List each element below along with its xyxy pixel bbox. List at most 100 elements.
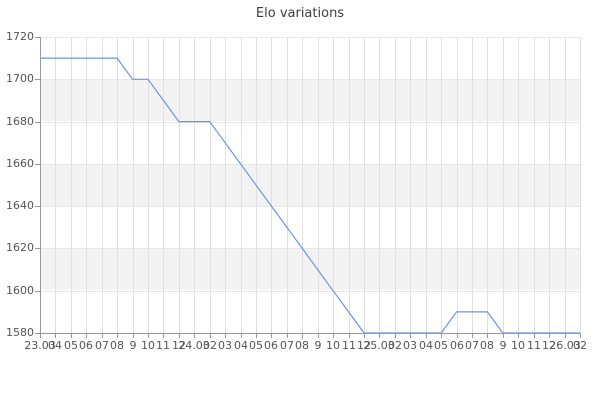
x-tick-mark [333,334,334,338]
gridline-vertical [364,37,365,333]
x-tick-mark [565,334,566,338]
x-tick-label: 04 [234,339,248,352]
x-tick-mark [55,334,56,338]
gridline-vertical [133,37,134,333]
y-axis-line [40,37,41,333]
y-tick-label: 1620 [6,241,34,254]
x-tick-mark [472,334,473,338]
x-tick-label: 03 [403,339,417,352]
y-tick-label: 1700 [6,72,34,85]
x-tick-label: 06 [450,339,464,352]
gridline-vertical [102,37,103,333]
x-tick-mark [133,334,134,338]
gridline-vertical [163,37,164,333]
shaded-band [40,164,581,206]
x-tick-label: 12 [357,339,371,352]
x-tick-mark [410,334,411,338]
gridline-vertical [86,37,87,333]
gridline-vertical [302,37,303,333]
gridline-vertical [441,37,442,333]
x-tick-label: 02 [573,339,587,352]
gridline-vertical [225,37,226,333]
x-tick-label: 08 [295,339,309,352]
x-tick-label: 05 [249,339,263,352]
x-tick-label: 11 [156,339,170,352]
x-tick-mark [179,334,180,338]
gridline-vertical [55,37,56,333]
x-tick-mark [549,334,550,338]
gridline-vertical [580,37,581,333]
y-tick-mark [35,291,40,292]
x-tick-label: 9 [314,339,322,352]
x-tick-mark [271,334,272,338]
x-tick-label: 05 [64,339,78,352]
y-tick-mark [35,333,40,334]
x-tick-label: 04 [419,339,433,352]
y-tick-mark [35,79,40,80]
y-tick-label: 1680 [6,115,34,128]
plot-area [40,37,581,334]
x-tick-label: 02 [203,339,217,352]
gridline-vertical [426,37,427,333]
x-tick-label: 03 [218,339,232,352]
x-tick-mark [534,334,535,338]
gridline-horizontal [40,248,581,249]
gridline-vertical [271,37,272,333]
gridline-vertical [333,37,334,333]
y-tick-mark [35,37,40,38]
x-tick-label: 04 [48,339,62,352]
gridline-vertical [487,37,488,333]
gridline-vertical [395,37,396,333]
x-tick-label: 07 [95,339,109,352]
gridline-vertical [549,37,550,333]
gridline-vertical [410,37,411,333]
x-tick-label: 06 [264,339,278,352]
x-tick-mark [379,334,380,338]
gridline-horizontal [40,291,581,292]
x-tick-mark [210,334,211,338]
gridline-vertical [287,37,288,333]
x-tick-label: 05 [434,339,448,352]
gridline-vertical [71,37,72,333]
y-tick-mark [35,164,40,165]
x-tick-mark [40,334,41,338]
x-tick-mark [148,334,149,338]
x-tick-mark [86,334,87,338]
x-tick-label: 08 [110,339,124,352]
x-tick-label: 11 [342,339,356,352]
x-tick-mark [287,334,288,338]
gridline-vertical [148,37,149,333]
shaded-band [40,79,581,121]
x-tick-label: 08 [480,339,494,352]
y-tick-mark [35,248,40,249]
shaded-band [40,248,581,290]
gridline-vertical [194,37,195,333]
x-tick-mark [487,334,488,338]
gridline-vertical [349,37,350,333]
gridline-vertical [117,37,118,333]
x-tick-mark [441,334,442,338]
x-tick-mark [503,334,504,338]
x-tick-label: 12 [542,339,556,352]
x-tick-mark [241,334,242,338]
x-tick-mark [395,334,396,338]
gridline-vertical [179,37,180,333]
x-tick-label: 07 [280,339,294,352]
gridline-vertical [565,37,566,333]
x-tick-label: 24.03 [178,339,210,352]
x-tick-mark [225,334,226,338]
x-tick-mark [194,334,195,338]
gridline-vertical [318,37,319,333]
x-tick-mark [163,334,164,338]
x-tick-label: 11 [527,339,541,352]
y-tick-label: 1720 [6,30,34,43]
x-tick-mark [457,334,458,338]
y-tick-label: 1600 [6,284,34,297]
x-axis-line [40,333,581,334]
x-tick-mark [302,334,303,338]
x-tick-label: 07 [465,339,479,352]
x-tick-label: 02 [388,339,402,352]
y-tick-mark [35,122,40,123]
gridline-vertical [379,37,380,333]
